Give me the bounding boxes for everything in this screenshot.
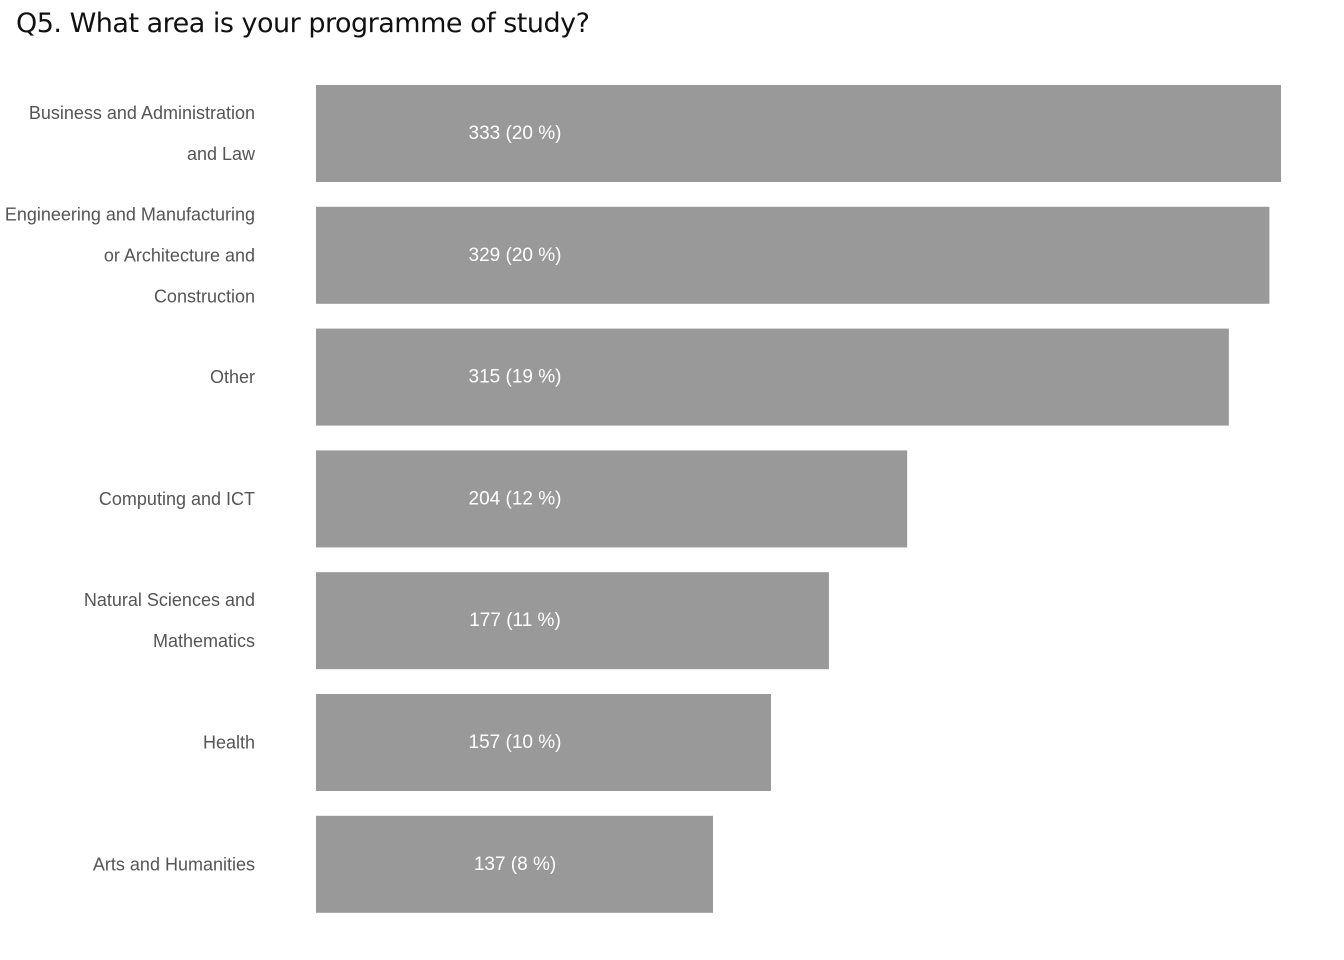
category-label-line: or Architecture and [104, 245, 255, 265]
bar-3 [316, 450, 908, 548]
data-labels-group: 333 (20 %) 329 (20 %) 315 (19 %) 204 (12 %)… [469, 123, 562, 875]
data-label-4: 177 (11 %) [469, 610, 561, 631]
bar-2 [316, 328, 1229, 426]
category-label-line: Mathematics [153, 631, 255, 651]
bar-5 [316, 694, 771, 791]
bar-1 [316, 206, 1270, 304]
data-label-5: 157 (10 %) [469, 732, 562, 753]
category-label-4: Natural Sciences and Mathematics [84, 590, 255, 651]
category-label-2: Other [210, 367, 255, 387]
bar-6 [316, 815, 714, 913]
category-label-line: Other [210, 367, 255, 387]
category-label-line: Natural Sciences and [84, 590, 255, 610]
chart-title: Q5. What area is your programme of study… [16, 8, 590, 39]
bars-group [316, 85, 1281, 913]
category-label-line: Business and Administration [29, 103, 255, 123]
data-label-3: 204 (12 %) [469, 488, 562, 509]
category-label-line: Computing and ICT [99, 489, 255, 509]
data-label-0: 333 (20 %) [469, 123, 562, 144]
category-label-5: Health [203, 733, 255, 753]
category-label-3: Computing and ICT [99, 489, 255, 509]
category-label-0: Business and Administration and Law [29, 103, 256, 164]
data-label-1: 329 (20 %) [469, 245, 562, 266]
category-label-line: Construction [154, 286, 255, 306]
category-label-line: and Law [187, 144, 256, 164]
category-labels-group: Business and Administration and Law Engine… [5, 103, 256, 874]
data-label-2: 315 (19 %) [469, 367, 562, 388]
bar-4 [316, 572, 829, 670]
category-label-line: Health [203, 733, 255, 753]
bar-0 [316, 85, 1281, 182]
category-label-line: Arts and Humanities [93, 854, 255, 874]
data-label-6: 137 (8 %) [474, 854, 556, 875]
category-label-line: Engineering and Manufacturing [5, 204, 255, 224]
category-label-6: Arts and Humanities [93, 854, 255, 874]
category-label-1: Engineering and Manufacturing or Architec… [5, 204, 255, 306]
